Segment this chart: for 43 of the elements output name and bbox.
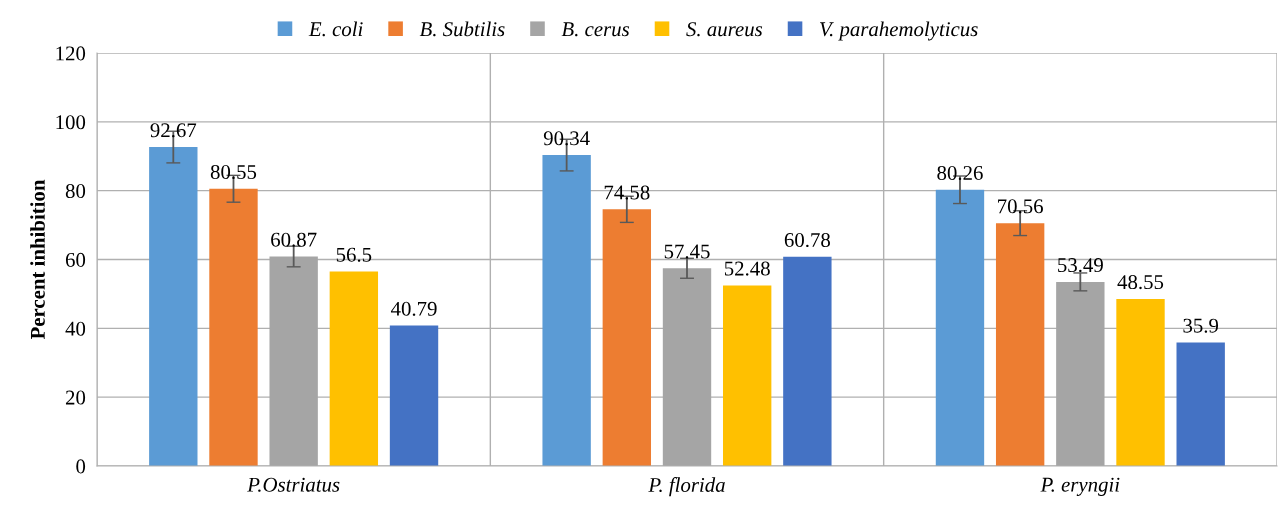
y-tick-label: 60 (65, 252, 86, 267)
data-label: 70.56 (998, 199, 1043, 214)
data-label: 53.49 (1058, 258, 1103, 273)
bar (783, 256, 832, 466)
data-label: 92.67 (150, 123, 197, 138)
data-label: 56.5 (336, 247, 372, 262)
y-tick-label: 20 (65, 390, 86, 405)
x-tick-label: P. florida (648, 477, 725, 497)
data-label: 90.34 (543, 131, 590, 146)
data-label: 60.78 (784, 232, 830, 248)
bar (329, 271, 379, 466)
legend-label: B. Subtilis (419, 21, 505, 37)
bar (542, 155, 591, 466)
data-label: 35.9 (1183, 318, 1219, 333)
x-tick-label: P. eryngii (1040, 477, 1120, 496)
x-tick-label: P.Ostriatus (247, 477, 340, 492)
y-axis-title: Percent inhibition (30, 179, 45, 340)
bar (602, 209, 652, 466)
data-label: 40.79 (391, 301, 437, 316)
data-label: 74.58 (604, 185, 650, 200)
bar (935, 189, 985, 466)
y-tick-label: 100 (56, 115, 86, 130)
y-tick-label: 0 (76, 459, 86, 474)
bar (722, 285, 772, 466)
data-label: 52.48 (724, 261, 770, 276)
legend-label: E. coli (308, 21, 363, 37)
y-tick-label: 80 (65, 184, 86, 199)
data-label: 60.87 (271, 232, 317, 247)
data-label: 57.45 (664, 244, 710, 259)
legend-label: B. cerus (561, 22, 630, 37)
data-label: 80.55 (210, 164, 257, 180)
bar (389, 325, 439, 466)
bar (995, 223, 1045, 466)
data-label: 48.55 (1117, 275, 1164, 290)
bar (209, 188, 258, 466)
legend-label: V. parahemolyticus (820, 21, 978, 41)
y-tick-label: 120 (56, 46, 86, 61)
legend-label: S. aureus (686, 22, 763, 37)
data-label: 80.26 (937, 165, 983, 181)
bar (1176, 342, 1225, 466)
bar (149, 147, 198, 466)
bar (1116, 298, 1165, 466)
y-tick-label: 40 (65, 321, 86, 336)
